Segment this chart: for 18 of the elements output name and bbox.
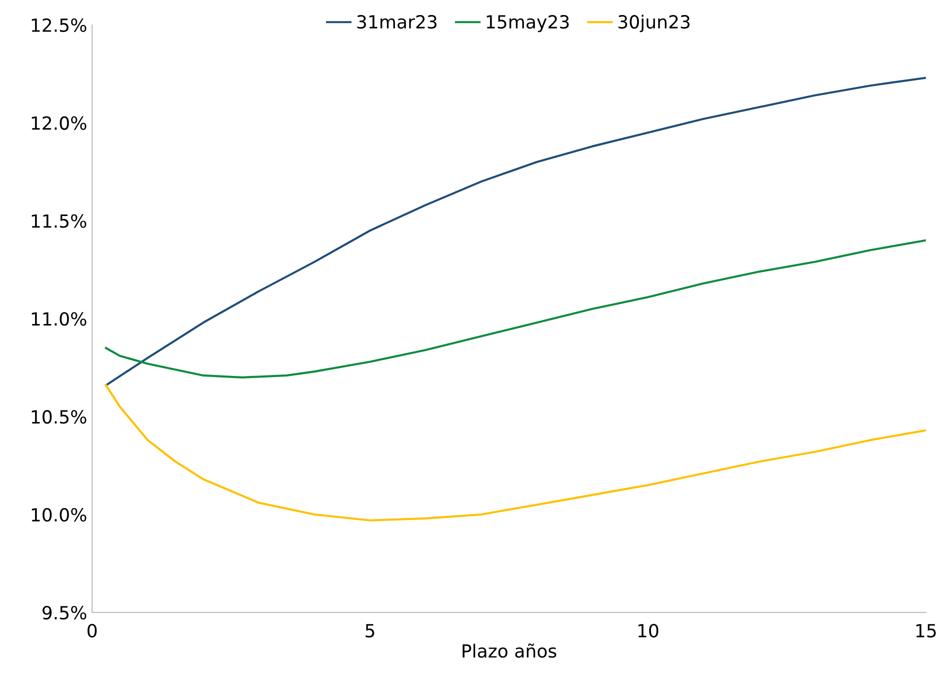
line-series [104, 384, 926, 522]
legend-label: 31mar23 [357, 15, 437, 29]
legend-label: 15may23 [486, 15, 569, 32]
y-tick-label: 11.0% [32, 312, 86, 326]
legend-label: 30jun23 [618, 14, 690, 32]
y-tick-label: 12.5% [32, 18, 86, 32]
line-series [104, 239, 926, 378]
y-tick-label: 11.5% [32, 214, 86, 228]
line-series [104, 76, 926, 386]
y-tick-label: 12.0% [32, 116, 86, 130]
x-axis-title: Plazo años [462, 643, 556, 658]
x-tick-label: 15 [916, 624, 936, 638]
x-tick-label: 0 [88, 624, 97, 638]
x-tick-label: 5 [366, 624, 374, 638]
y-tick-label: 9.5% [42, 606, 86, 620]
y-tick-label: 10.0% [32, 508, 86, 522]
x-tick-label: 10 [638, 624, 658, 638]
y-tick-label: 10.5% [32, 410, 86, 424]
